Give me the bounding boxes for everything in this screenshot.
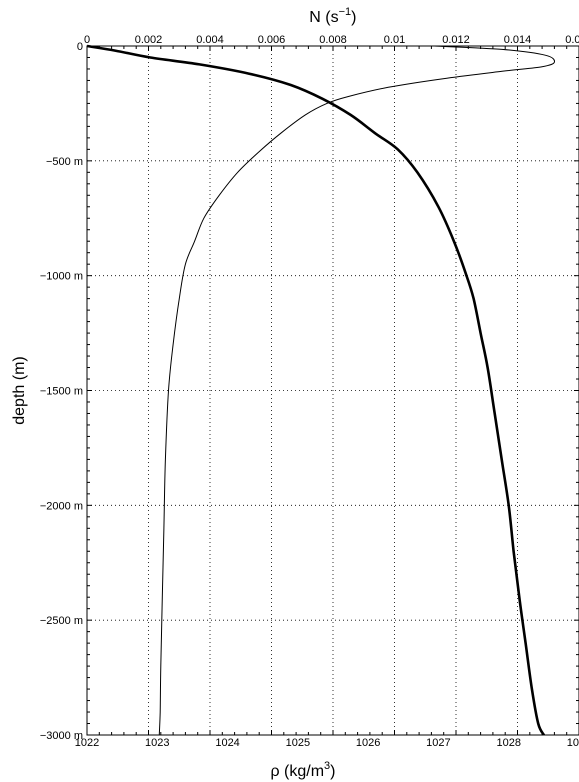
bottom-axis-tick-label: 1028 — [496, 737, 520, 749]
tick-labels: 0 0.002 0.004 0.006 0.008 0.01 0.012 0.014 0.016… — [40, 34, 579, 749]
bottom-axis-tick-label: 1023 — [145, 737, 169, 749]
y-axis-tick-label: −500 m — [46, 156, 83, 168]
series-layer — [86, 44, 556, 736]
top-axis-tick-label: 0.012 — [442, 34, 470, 46]
bottom-axis-title-close: ) — [330, 763, 335, 780]
top-axis-tick-label: 0.014 — [504, 34, 532, 46]
top-axis-title-main: N (s — [309, 9, 338, 26]
y-axis-tick-label: −1000 m — [40, 271, 83, 283]
y-axis-tick-label: −3000 m — [40, 730, 83, 742]
bottom-axis-tick-label: 1025 — [286, 737, 310, 749]
buoyancy-frequency-line — [158, 45, 556, 736]
top-axis-title: N (s−1) — [309, 6, 356, 26]
top-axis-tick-label: 0.002 — [135, 34, 163, 46]
top-axis-tick-label: 0.004 — [196, 34, 224, 46]
y-axis-tick-label: −1500 m — [40, 386, 83, 398]
top-axis-tick-label: 0 — [84, 34, 90, 46]
top-axis-tick-label: 0.006 — [258, 34, 286, 46]
top-axis-tick-label: 0.01 — [384, 34, 405, 46]
bottom-axis-tick-label: 1022 — [75, 737, 99, 749]
top-axis-tick-label: 0.016 — [565, 34, 579, 46]
y-axis-tick-label: 0 — [77, 41, 83, 53]
bottom-axis-title: ρ (kg/m3) — [271, 760, 336, 780]
y-axis-tick-label: −2500 m — [40, 615, 83, 627]
y-axis-title: depth (m) — [11, 356, 28, 424]
bottom-axis-title-sup: 3 — [324, 760, 330, 772]
top-axis-title-close: ) — [351, 9, 356, 26]
y-axis-tick-label: −2000 m — [40, 500, 83, 512]
bottom-axis-title-main: ρ (kg/m — [271, 763, 325, 780]
bottom-axis-tick-label: 1024 — [215, 737, 239, 749]
plot-frame — [86, 45, 579, 736]
density-line — [86, 44, 546, 736]
bottom-axis-tick-label: 1027 — [426, 737, 450, 749]
bottom-axis-tick-label: 1026 — [356, 737, 380, 749]
bottom-axis-tick-label: 1029 — [567, 737, 579, 749]
grid — [87, 46, 579, 735]
top-axis-title-sup: −1 — [339, 6, 352, 18]
top-axis-tick-label: 0.008 — [319, 34, 347, 46]
